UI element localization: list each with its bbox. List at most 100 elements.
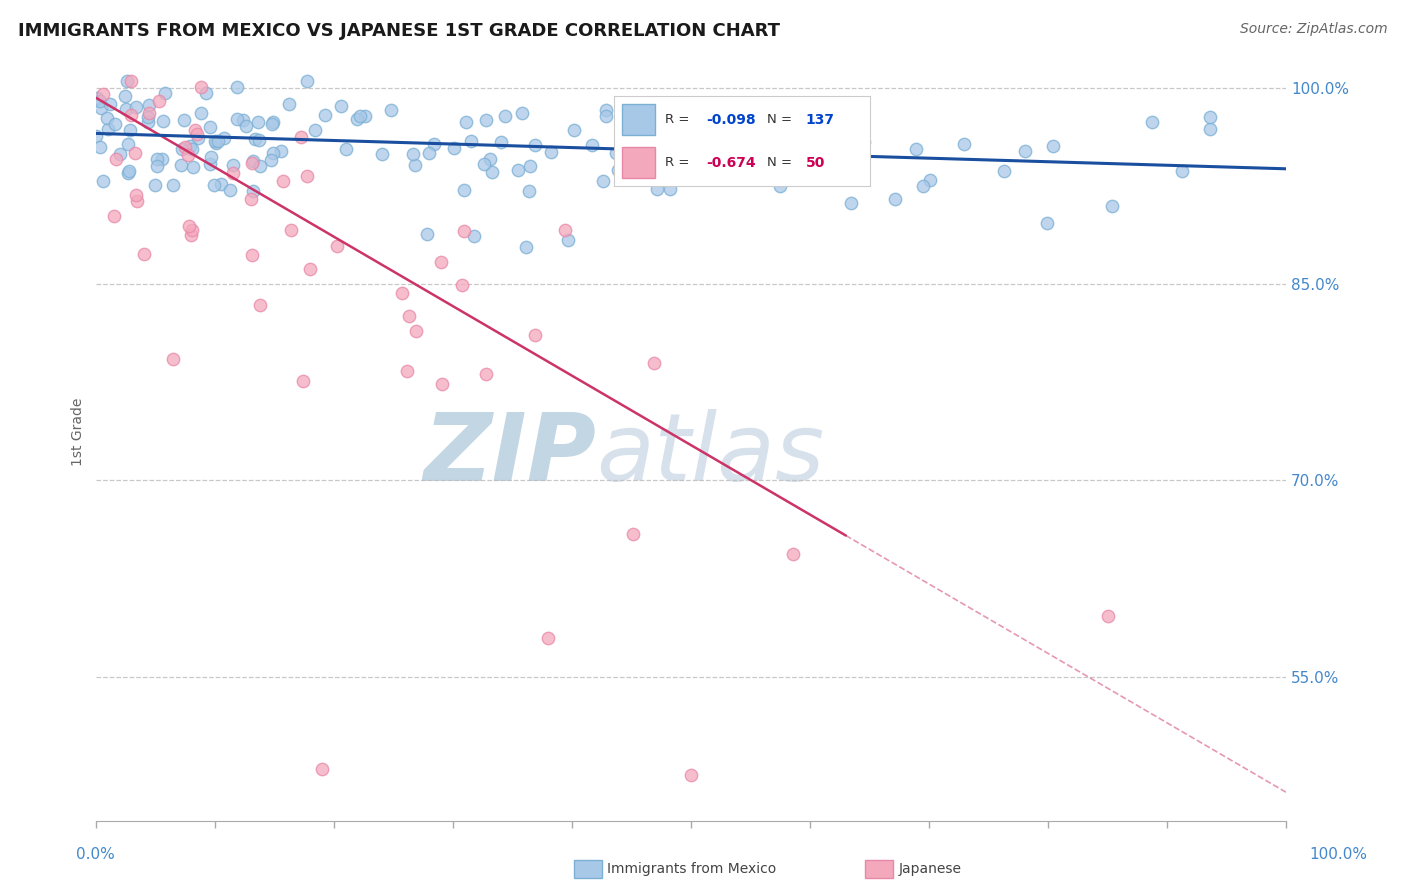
Point bbox=[581, 138, 603, 153]
Point bbox=[562, 123, 585, 137]
Point bbox=[595, 103, 617, 117]
Point bbox=[506, 162, 529, 177]
Point bbox=[418, 146, 440, 161]
Point bbox=[728, 140, 751, 154]
Point bbox=[90, 101, 112, 115]
Point bbox=[271, 174, 294, 188]
Point bbox=[177, 219, 200, 234]
Point bbox=[152, 114, 174, 128]
Point bbox=[118, 164, 141, 178]
Point bbox=[398, 310, 420, 324]
Point bbox=[104, 117, 127, 131]
Point bbox=[652, 151, 675, 165]
Point bbox=[775, 157, 797, 171]
Point bbox=[494, 109, 516, 123]
Point bbox=[181, 161, 204, 175]
Point bbox=[839, 195, 862, 210]
Point bbox=[204, 134, 226, 148]
Point bbox=[235, 120, 257, 134]
Point bbox=[153, 86, 176, 100]
Point bbox=[280, 223, 302, 237]
Point bbox=[325, 239, 347, 253]
Point bbox=[661, 117, 683, 131]
Point bbox=[180, 227, 202, 242]
Point bbox=[651, 155, 673, 169]
Point bbox=[460, 134, 482, 148]
Point bbox=[125, 100, 148, 114]
Point bbox=[222, 165, 245, 179]
Point bbox=[592, 174, 614, 188]
Point bbox=[89, 140, 111, 154]
Point bbox=[304, 122, 326, 136]
Point bbox=[621, 526, 644, 541]
Point bbox=[523, 138, 546, 153]
Point bbox=[416, 227, 439, 241]
Point bbox=[179, 138, 201, 153]
Point bbox=[290, 129, 312, 144]
Point bbox=[557, 233, 579, 247]
Point bbox=[1140, 115, 1163, 129]
Point bbox=[187, 131, 209, 145]
Point bbox=[195, 86, 218, 100]
Point bbox=[299, 261, 322, 276]
Point bbox=[115, 74, 138, 88]
Point bbox=[475, 113, 498, 128]
Point bbox=[645, 182, 668, 196]
Point bbox=[239, 192, 262, 206]
Point bbox=[124, 145, 146, 160]
Point bbox=[443, 141, 465, 155]
Point bbox=[430, 377, 453, 392]
Point bbox=[225, 112, 247, 126]
Point bbox=[1101, 199, 1123, 213]
Point bbox=[240, 248, 263, 262]
Point bbox=[150, 153, 173, 167]
Point bbox=[453, 223, 475, 237]
Point bbox=[554, 223, 576, 237]
Point bbox=[103, 209, 125, 223]
Point bbox=[681, 768, 703, 782]
Point bbox=[1036, 216, 1059, 230]
Text: Japanese: Japanese bbox=[898, 862, 962, 876]
Point bbox=[808, 164, 831, 178]
Point bbox=[297, 169, 319, 183]
Point bbox=[1042, 138, 1064, 153]
Point bbox=[404, 158, 426, 172]
Point bbox=[349, 109, 371, 123]
Point bbox=[291, 374, 314, 388]
Point bbox=[262, 145, 284, 160]
Point bbox=[108, 146, 131, 161]
Point bbox=[846, 143, 869, 157]
Point bbox=[430, 254, 453, 268]
Point bbox=[190, 80, 212, 95]
Point bbox=[311, 762, 333, 776]
Point bbox=[138, 106, 160, 120]
Point bbox=[89, 94, 111, 108]
Point bbox=[180, 142, 202, 156]
Point bbox=[86, 91, 108, 105]
Point bbox=[454, 115, 477, 129]
Point bbox=[184, 123, 207, 137]
Point bbox=[515, 240, 537, 254]
Point bbox=[769, 179, 792, 194]
Point bbox=[204, 136, 226, 150]
Point bbox=[523, 327, 546, 342]
Point bbox=[391, 285, 413, 300]
Point bbox=[918, 173, 941, 187]
Point bbox=[124, 187, 146, 202]
Point bbox=[262, 117, 284, 131]
Text: 0.0%: 0.0% bbox=[76, 847, 115, 862]
Point bbox=[260, 153, 283, 167]
Text: ZIP: ZIP bbox=[423, 409, 596, 500]
Point bbox=[221, 158, 243, 172]
Point bbox=[249, 159, 271, 173]
Point bbox=[190, 105, 212, 120]
Point bbox=[177, 148, 200, 162]
Point bbox=[451, 277, 474, 292]
Point bbox=[1171, 164, 1194, 178]
Point bbox=[91, 87, 114, 101]
Point bbox=[170, 142, 193, 156]
Point bbox=[170, 158, 193, 172]
Point bbox=[86, 128, 108, 143]
Text: 100.0%: 100.0% bbox=[1309, 847, 1368, 862]
Point bbox=[422, 136, 444, 151]
